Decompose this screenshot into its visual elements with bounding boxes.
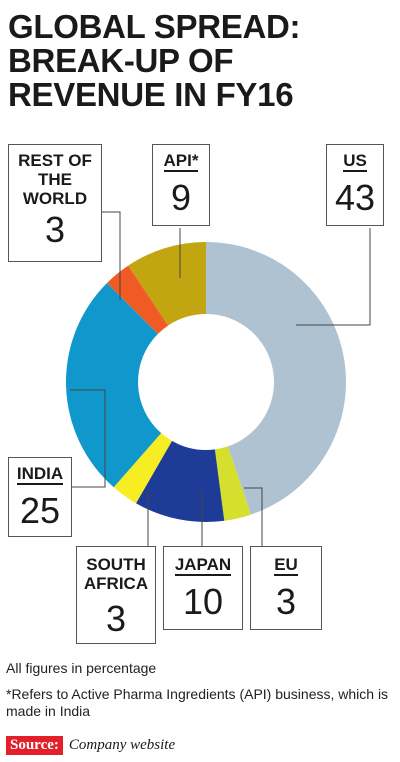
label-rest-of-the-world: REST OF THE WORLD 3 bbox=[8, 144, 102, 262]
slice-eu bbox=[214, 446, 252, 521]
leader-line-eu bbox=[244, 487, 263, 546]
title-line-3: REVENUE IN FY16 bbox=[8, 76, 294, 113]
label-rest-value: 3 bbox=[44, 209, 66, 250]
source-tag: Source: bbox=[6, 735, 63, 755]
label-us-name: US bbox=[343, 151, 367, 172]
label-rest-name: REST OF THE WORLD bbox=[18, 151, 92, 208]
label-japan-name: JAPAN bbox=[174, 555, 232, 576]
api-footnote: *Refers to Active Pharma Ingredients (AP… bbox=[6, 686, 389, 719]
title-line-1: GLOBAL SPREAD: bbox=[8, 8, 301, 45]
donut-slices bbox=[66, 242, 346, 522]
label-api-name: API* bbox=[163, 151, 199, 172]
label-api-value: 9 bbox=[170, 177, 192, 218]
label-eu-name: EU bbox=[274, 555, 298, 576]
label-us-value: 43 bbox=[334, 177, 376, 218]
label-japan: JAPAN 10 bbox=[163, 546, 243, 630]
label-india-value: 25 bbox=[19, 490, 61, 531]
label-japan-value: 10 bbox=[182, 581, 224, 622]
slice-rest-of-the-world bbox=[107, 265, 169, 334]
label-india: INDIA 25 bbox=[8, 457, 72, 537]
label-eu: EU 3 bbox=[250, 546, 322, 630]
leader-line-us bbox=[296, 228, 371, 326]
slice-api bbox=[128, 242, 206, 326]
label-api: API* 9 bbox=[152, 144, 210, 226]
units-note: All figures in percentage bbox=[6, 660, 157, 676]
slice-south-africa bbox=[113, 433, 172, 504]
slice-india bbox=[66, 283, 162, 488]
label-us: US 43 bbox=[326, 144, 384, 226]
label-south-africa-name: SOUTH AFRICA bbox=[83, 555, 149, 593]
slice-us bbox=[206, 242, 346, 515]
source-text: Company website bbox=[68, 736, 176, 753]
leader-lines bbox=[70, 211, 371, 546]
source-row: Source: Company website bbox=[6, 735, 175, 755]
title-line-2: BREAK-UP OF bbox=[8, 42, 234, 79]
chart-title: GLOBAL SPREAD: BREAK-UP OF REVENUE IN FY… bbox=[8, 10, 398, 112]
leader-line-india bbox=[70, 389, 106, 488]
label-india-name: INDIA bbox=[16, 464, 64, 485]
label-eu-value: 3 bbox=[275, 581, 297, 622]
label-south-africa-value: 3 bbox=[105, 598, 127, 639]
label-south-africa: SOUTH AFRICA 3 bbox=[76, 546, 156, 644]
leader-line-rest bbox=[102, 211, 121, 300]
